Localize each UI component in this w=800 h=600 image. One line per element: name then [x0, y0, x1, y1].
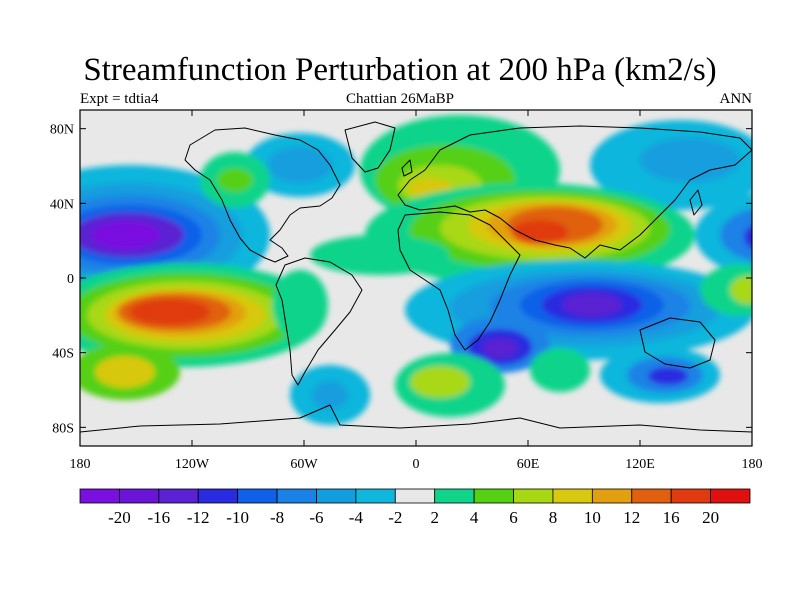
- colorbar-swatch: [316, 488, 357, 504]
- colorbar-label: -20: [108, 508, 131, 527]
- australia-coast: [639, 317, 716, 369]
- experiment-label: Expt = tdtia4: [80, 91, 159, 107]
- coastlines: [80, 121, 752, 433]
- colorbar-label: -6: [309, 508, 323, 527]
- colorbar-swatch: [79, 488, 120, 504]
- colorbar-swatch: [237, 488, 278, 504]
- colorbar-swatch: [355, 488, 396, 504]
- colorbar-swatch: [394, 488, 436, 504]
- colorbar-swatch: [513, 488, 554, 504]
- colorbar-label: -12: [187, 508, 210, 527]
- colorbar-swatch: [473, 488, 514, 504]
- colorbar-swatch: [552, 488, 593, 504]
- contour-fields: [80, 115, 752, 425]
- lon-tick-label: 60W: [290, 457, 318, 472]
- lat-tick-label: 40S: [52, 347, 74, 362]
- colorbar-label: 12: [623, 508, 640, 527]
- colorbar-label: 4: [470, 508, 479, 527]
- colorbar-swatch: [119, 488, 160, 504]
- uk-coast: [401, 159, 413, 177]
- colorbar-label: 8: [549, 508, 558, 527]
- lon-tick-label: 180: [742, 457, 763, 472]
- latitude-axis: 80N 40N 0 40S 80S: [50, 123, 752, 436]
- colorbar-swatch: [710, 488, 751, 504]
- south-america-coast: [275, 257, 363, 386]
- lon-tick-label: 60E: [517, 457, 540, 472]
- africa-coast: [397, 211, 521, 351]
- season-label: ANN: [719, 91, 753, 107]
- colorbar-swatch: [158, 488, 199, 504]
- map-title: Streamfunction Perturbation at 200 hPa (…: [83, 52, 717, 88]
- colorbar-swatch: [434, 488, 475, 504]
- colorbar-swatch: [197, 488, 239, 504]
- greenland-coast: [344, 121, 396, 173]
- colorbar-label: 6: [509, 508, 518, 527]
- colorbar: -20 -16 -12 -10 -8 -6 -4 -2 2 4 6 8 10 12 16 20: [79, 488, 751, 527]
- colorbar-label: 2: [430, 508, 439, 527]
- lat-tick-label: 0: [67, 272, 74, 287]
- lat-tick-label: 80N: [50, 123, 74, 138]
- lat-tick-label: 40N: [50, 197, 74, 212]
- lat-tick-label: 80S: [52, 421, 74, 436]
- lon-tick-label: 120E: [625, 457, 655, 472]
- colorbar-label: -16: [147, 508, 170, 527]
- colorbar-label: 16: [663, 508, 680, 527]
- colorbar-label: -2: [388, 508, 402, 527]
- colorbar-swatch: [591, 488, 633, 504]
- japan-coast: [689, 189, 703, 216]
- colorbar-swatch: [631, 488, 672, 504]
- colorbar-label: 10: [584, 508, 601, 527]
- eurasia-coast: [397, 125, 752, 259]
- colorbar-label: -10: [226, 508, 249, 527]
- antarctica-coast: [80, 404, 752, 433]
- period-label: Chattian 26MaBP: [346, 91, 454, 107]
- north-america-coast: [184, 127, 341, 263]
- lon-tick-label: 180: [70, 457, 91, 472]
- lon-tick-label: 0: [413, 457, 420, 472]
- colorbar-label: 20: [702, 508, 719, 527]
- longitude-axis: 180 120W 60W 0 60E 120E 180: [70, 110, 763, 472]
- colorbar-swatch: [670, 488, 711, 504]
- lon-tick-label: 120W: [175, 457, 210, 472]
- colorbar-label: -4: [349, 508, 364, 527]
- colorbar-swatch: [276, 488, 317, 504]
- colorbar-label: -8: [270, 508, 284, 527]
